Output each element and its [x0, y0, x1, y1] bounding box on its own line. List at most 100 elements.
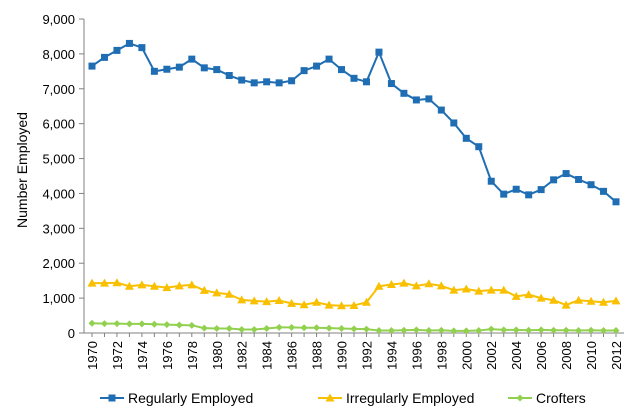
x-tick-label: 2002 [484, 341, 499, 370]
data-point [150, 320, 158, 328]
data-point [99, 278, 109, 287]
x-axis-ticks: 1970 1972 1974 1976 1978 1980 1982 1984 1986 1988… [85, 333, 624, 370]
data-point [125, 320, 133, 328]
data-point [299, 300, 309, 309]
legend-item: Irregularly Employed [318, 390, 474, 406]
data-point [349, 300, 359, 309]
data-point [574, 295, 584, 304]
data-point [374, 281, 384, 290]
data-point [350, 74, 358, 82]
data-point [312, 297, 322, 306]
data-point [263, 324, 271, 332]
x-tick-label: 2012 [609, 341, 624, 370]
data-point [150, 67, 158, 75]
data-point [361, 297, 371, 306]
data-point [138, 44, 146, 52]
x-tick-label: 1994 [384, 341, 399, 370]
data-point [550, 176, 558, 184]
data-point [399, 278, 409, 287]
data-point [174, 281, 184, 290]
data-point [325, 393, 335, 402]
x-tick-label: 2004 [509, 341, 524, 370]
data-point [437, 326, 445, 334]
data-point [487, 325, 495, 333]
y-tick-label: 6,000 [42, 117, 75, 132]
data-point [124, 281, 134, 290]
x-tick-label: 1982 [235, 341, 250, 370]
data-point [387, 327, 395, 335]
legend-label: Regularly Employed [128, 390, 253, 406]
data-point [225, 324, 233, 332]
legend-item: Crofters [508, 390, 586, 406]
data-point [586, 296, 596, 305]
data-point [337, 301, 347, 310]
data-point [462, 134, 470, 142]
data-point [100, 320, 108, 328]
data-point [412, 96, 420, 104]
data-point [425, 327, 433, 335]
axes [83, 19, 624, 334]
data-point [524, 290, 534, 299]
y-tick-label: 3,000 [42, 221, 75, 236]
data-point [250, 326, 258, 334]
y-axis-title: Number Employed [14, 112, 30, 228]
x-tick-label: 2000 [459, 341, 474, 370]
data-point [288, 77, 296, 85]
data-point [213, 66, 221, 74]
data-point [350, 325, 358, 333]
data-point [113, 46, 121, 54]
y-tick-label: 4,000 [42, 186, 75, 201]
series-regularly-employed [88, 39, 620, 206]
data-point [238, 326, 246, 334]
data-point [200, 64, 208, 72]
data-point [212, 288, 222, 297]
data-point [375, 48, 383, 56]
data-point [611, 296, 621, 305]
data-point [436, 281, 446, 290]
series-irregularly-employed [87, 278, 621, 310]
legend-label: Crofters [536, 390, 586, 406]
data-point [188, 55, 196, 63]
data-point [449, 285, 459, 294]
data-point [237, 295, 247, 304]
data-point [175, 63, 183, 71]
data-point [250, 79, 258, 87]
data-point [437, 106, 445, 114]
data-point [599, 297, 609, 306]
data-point [199, 285, 209, 294]
data-point [238, 76, 246, 84]
x-tick-label: 1970 [85, 341, 100, 370]
data-point [88, 62, 96, 70]
data-point [100, 53, 108, 61]
data-point [338, 324, 346, 332]
data-point [187, 280, 197, 289]
data-point [499, 285, 509, 294]
x-tick-label: 1996 [409, 341, 424, 370]
legend-label: Irregularly Employed [346, 390, 474, 406]
data-point [561, 300, 571, 309]
data-point [263, 78, 271, 86]
data-point [287, 298, 297, 307]
data-point [487, 177, 495, 185]
data-point [537, 326, 545, 334]
data-point [525, 191, 533, 199]
data-point [612, 198, 620, 206]
data-point [600, 327, 608, 335]
data-point [249, 296, 259, 305]
data-point [400, 326, 408, 334]
data-point [362, 78, 370, 86]
data-point [511, 291, 521, 300]
x-tick-label: 1978 [185, 341, 200, 370]
data-point [325, 324, 333, 332]
data-point [387, 80, 395, 88]
y-tick-label: 2,000 [42, 256, 75, 271]
data-point [149, 281, 159, 290]
data-point [587, 326, 595, 334]
x-tick-label: 1980 [210, 341, 225, 370]
y-tick-label: 8,000 [42, 47, 75, 62]
series-line [91, 42, 617, 203]
data-point [475, 327, 483, 335]
data-point [612, 327, 620, 335]
data-point [486, 285, 496, 294]
